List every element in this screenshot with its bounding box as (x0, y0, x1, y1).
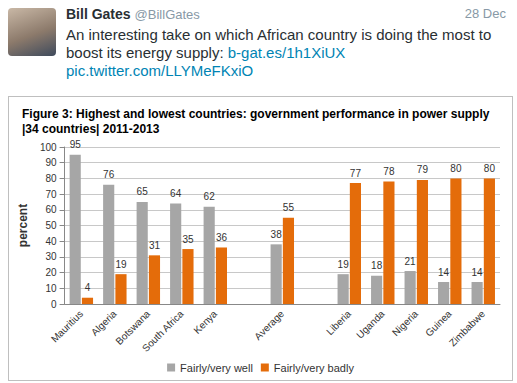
svg-text:100: 100 (40, 142, 57, 153)
html-text:28 Dec: 28 Dec (464, 6, 506, 21)
svg-text:35: 35 (182, 234, 194, 245)
svg-text:38: 38 (271, 229, 283, 240)
svg-text:80: 80 (484, 163, 496, 174)
svg-text:65: 65 (137, 186, 149, 197)
svg-text:70: 70 (45, 189, 57, 200)
svg-text:Guinea: Guinea (423, 308, 454, 339)
svg-text:percent: percent (16, 204, 30, 247)
svg-text:77: 77 (350, 168, 362, 179)
svg-text:10: 10 (45, 283, 57, 294)
svg-text:14: 14 (438, 267, 450, 278)
svg-text:80: 80 (45, 173, 57, 184)
svg-text:Average: Average (252, 308, 286, 342)
svg-text:64: 64 (170, 188, 182, 199)
svg-text:55: 55 (283, 202, 295, 213)
svg-text:Liberia: Liberia (324, 308, 353, 337)
svg-text:21: 21 (405, 256, 417, 267)
svg-text:18: 18 (371, 260, 383, 271)
svg-text:20: 20 (45, 267, 57, 278)
svg-text:South Africa: South Africa (140, 308, 186, 354)
svg-text:14: 14 (472, 267, 484, 278)
svg-text:62: 62 (204, 191, 216, 202)
svg-text:Uganda: Uganda (354, 308, 387, 341)
svg-text:Fairly/very well: Fairly/very well (180, 362, 253, 374)
svg-text:36: 36 (216, 232, 228, 243)
svg-text:31: 31 (149, 240, 161, 251)
svg-text:Zimbabwe: Zimbabwe (447, 308, 488, 349)
svg-text:76: 76 (103, 169, 115, 180)
svg-text:Mauritius: Mauritius (49, 308, 85, 344)
html-text:pic.twitter.com/LLYMeFKxiO: pic.twitter.com/LLYMeFKxiO (66, 62, 254, 79)
svg-text:90: 90 (45, 157, 57, 168)
svg-text:Figure 3: Highest and lowest c: Figure 3: Highest and lowest countries: … (22, 107, 493, 121)
svg-text:4: 4 (85, 282, 91, 293)
svg-text:0: 0 (51, 299, 57, 310)
svg-text:60: 60 (45, 204, 57, 215)
svg-text:Botswana: Botswana (113, 308, 153, 347)
svg-text:19: 19 (115, 259, 127, 270)
svg-text:50: 50 (45, 220, 57, 231)
svg-text:78: 78 (383, 166, 395, 177)
svg-text:Algeria: Algeria (89, 308, 119, 338)
svg-text:|34 countries| 2011-2013: |34 countries| 2011-2013 (22, 122, 160, 136)
svg-text:30: 30 (45, 251, 57, 262)
svg-text:79: 79 (417, 164, 429, 175)
html-text:An interesting take on which A: An interesting take on which African cou… (66, 26, 492, 61)
html-text:Bill Gates @BillGates: Bill Gates @BillGates (66, 6, 200, 22)
svg-text:40: 40 (45, 236, 57, 247)
svg-text:80: 80 (450, 163, 462, 174)
svg-text:Kenya: Kenya (191, 308, 219, 336)
svg-text:Fairly/very badly: Fairly/very badly (274, 362, 355, 374)
svg-text:Nigeria: Nigeria (390, 308, 420, 338)
svg-text:19: 19 (338, 259, 350, 270)
svg-text:95: 95 (70, 139, 82, 150)
